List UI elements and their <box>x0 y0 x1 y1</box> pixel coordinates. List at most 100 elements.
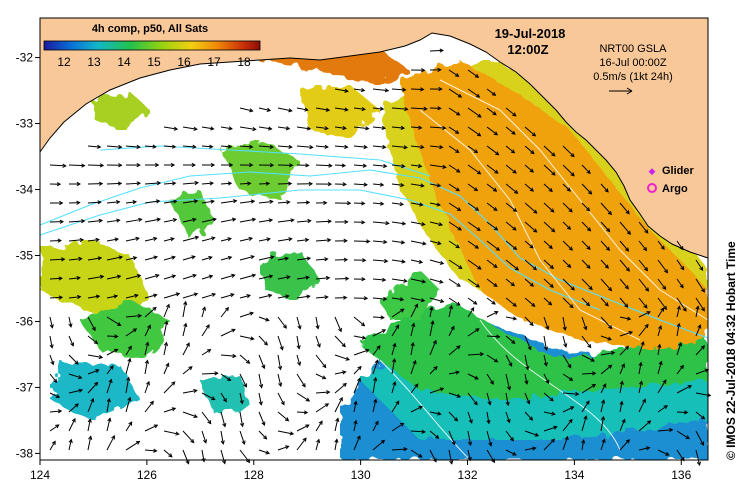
velocity-arrow-head <box>192 144 197 149</box>
velocity-arrow-head <box>543 346 549 351</box>
velocity-arrow <box>239 411 244 427</box>
velocity-arrow <box>619 202 630 214</box>
velocity-arrow <box>258 430 267 440</box>
velocity-arrow-head <box>400 308 405 313</box>
velocity-arrow-head <box>228 162 234 168</box>
velocity-arrow <box>543 438 555 451</box>
velocity-arrow-head <box>401 221 407 226</box>
velocity-arrow-head <box>363 182 368 187</box>
velocity-arrow <box>448 297 461 306</box>
velocity-arrow-head <box>533 209 538 214</box>
velocity-arrow <box>543 354 547 366</box>
velocity-arrow <box>505 411 510 423</box>
velocity-arrow <box>638 259 648 271</box>
velocity-arrow-head <box>171 181 177 186</box>
velocity-arrow-head <box>436 183 442 188</box>
velocity-arrow-head <box>56 182 62 187</box>
velocity-arrow-head <box>156 181 162 186</box>
velocity-arrow <box>581 372 596 375</box>
velocity-arrow-head <box>487 401 492 406</box>
velocity-arrow <box>106 182 122 185</box>
velocity-arrow-head <box>619 400 624 406</box>
velocity-arrow-head <box>604 302 609 307</box>
velocity-arrow <box>676 297 687 312</box>
velocity-arrow <box>296 335 300 349</box>
velocity-arrow <box>315 107 330 111</box>
velocity-arrow-head <box>529 187 535 192</box>
velocity-arrow <box>448 202 461 211</box>
velocity-arrow <box>429 145 443 148</box>
velocity-arrow-head <box>246 294 251 299</box>
velocity-arrow-head <box>315 325 320 330</box>
velocity-arrow <box>467 107 482 118</box>
velocity-arrow <box>372 240 387 243</box>
velocity-arrow-head <box>638 361 643 367</box>
velocity-arrow <box>695 297 705 312</box>
velocity-arrow-head <box>701 288 705 293</box>
velocity-arrow-head <box>568 246 573 251</box>
velocity-arrow <box>334 316 342 332</box>
velocity-arrow-head <box>607 210 613 216</box>
velocity-arrow-head <box>585 400 590 405</box>
velocity-arrow-head <box>418 125 423 130</box>
velocity-arrow-head <box>175 431 180 436</box>
velocity-arrow <box>239 392 243 404</box>
velocity-arrow-head <box>268 274 274 279</box>
velocity-arrow <box>562 392 579 395</box>
velocity-arrow <box>543 426 557 432</box>
velocity-arrow-head <box>495 246 501 251</box>
velocity-arrow <box>49 392 60 398</box>
velocity-arrow-head <box>488 442 493 447</box>
velocity-arrow-head <box>356 377 361 382</box>
velocity-arrow-head <box>243 383 248 388</box>
velocity-arrow-head <box>114 348 119 353</box>
velocity-arrow <box>296 354 301 366</box>
velocity-arrow <box>676 323 680 337</box>
velocity-arrow-head <box>403 447 408 452</box>
velocity-arrow-head <box>97 256 103 261</box>
velocity-arrow-head <box>268 218 274 223</box>
velocity-arrow-head <box>288 108 293 113</box>
velocity-arrow-head <box>583 325 588 331</box>
velocity-arrow-head <box>153 236 158 241</box>
velocity-arrow-head <box>640 340 645 346</box>
velocity-arrow <box>695 278 705 293</box>
velocity-arrow <box>334 145 348 148</box>
velocity-arrow-head <box>334 438 339 443</box>
velocity-arrow-head <box>602 383 607 388</box>
velocity-arrow <box>410 240 426 245</box>
velocity-arrow-head <box>126 376 131 382</box>
velocity-arrow-head <box>188 366 193 371</box>
velocity-arrow <box>296 295 310 299</box>
velocity-arrow <box>87 369 99 375</box>
velocity-arrow-head <box>680 266 685 271</box>
velocity-arrow-head <box>239 400 244 405</box>
velocity-arrow <box>486 311 498 318</box>
velocity-arrow <box>163 293 180 299</box>
velocity-arrow <box>277 411 289 422</box>
velocity-arrow-head <box>308 181 314 186</box>
velocity-arrow-head <box>506 386 512 391</box>
velocity-arrow-head <box>662 285 667 290</box>
velocity-arrow <box>144 342 149 356</box>
velocity-arrow <box>163 218 177 223</box>
velocity-arrow <box>296 239 309 242</box>
velocity-arrow-head <box>59 200 64 206</box>
velocity-arrow <box>486 373 494 385</box>
velocity-arrow <box>353 107 366 110</box>
velocity-arrow <box>676 342 682 356</box>
velocity-arrow <box>524 335 532 350</box>
velocity-arrow <box>486 107 497 116</box>
velocity-arrow-head <box>610 350 616 356</box>
velocity-arrow <box>182 126 197 130</box>
argo-label: Argo <box>662 183 688 195</box>
velocity-arrow-head <box>381 329 387 334</box>
velocity-arrow <box>600 221 610 232</box>
gsla-name: NRT00 GSLA <box>599 43 667 55</box>
velocity-arrow <box>467 307 475 318</box>
y-tick-label: -36 <box>16 314 34 328</box>
velocity-arrow-head <box>231 273 236 278</box>
velocity-arrow-head <box>588 285 593 291</box>
velocity-arrow <box>220 373 231 381</box>
